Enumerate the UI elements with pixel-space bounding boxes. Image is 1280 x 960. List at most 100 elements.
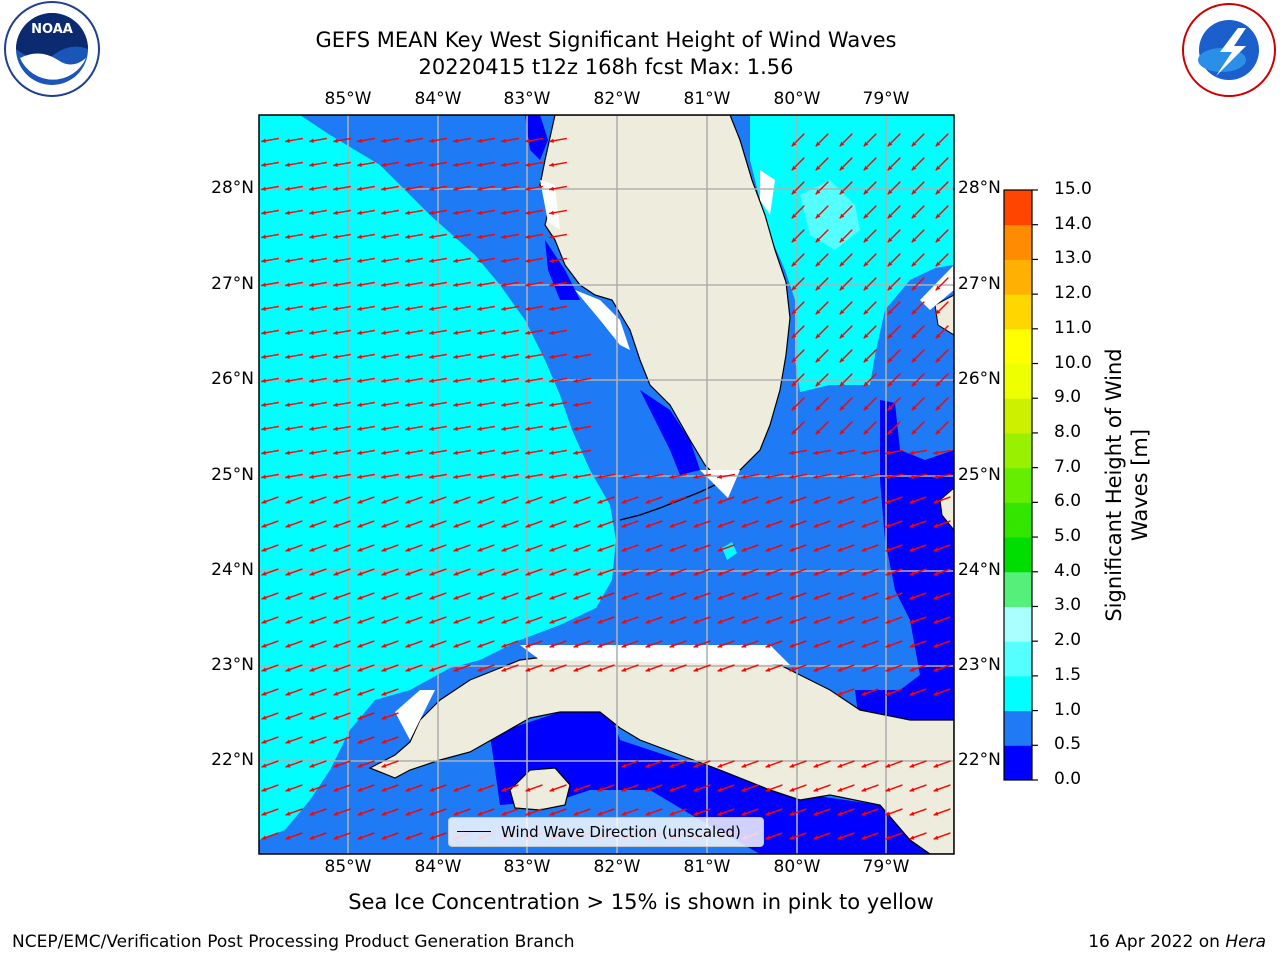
wind-wave-arrowhead <box>309 402 314 407</box>
wind-wave-arrowhead <box>357 450 362 455</box>
footer-date-text: 16 Apr 2022 on <box>1088 932 1220 952</box>
wind-wave-arrowhead <box>405 811 411 816</box>
lat-label-left-27n: 27°N <box>211 274 254 294</box>
wind-wave-arrowhead <box>309 763 315 768</box>
wind-wave-arrowhead <box>933 499 939 504</box>
wind-wave-arrowhead <box>285 715 291 720</box>
wind-wave-arrowhead <box>815 381 821 387</box>
wind-wave-arrowhead <box>501 619 507 624</box>
wind-wave-arrowhead <box>309 354 314 359</box>
wind-wave-arrowhead <box>861 835 867 840</box>
wind-wave-arrowhead <box>863 261 869 267</box>
lat-label-left-26n: 26°N <box>211 369 254 389</box>
colorbar-swatch <box>1004 710 1032 746</box>
wind-wave-arrowhead <box>935 189 941 195</box>
wind-wave-arrowhead <box>837 835 843 840</box>
wind-wave-arrowhead <box>765 571 771 576</box>
wind-wave-arrowhead <box>261 450 266 455</box>
wind-wave-arrowhead <box>285 306 290 311</box>
wind-wave-arrowhead <box>261 210 266 215</box>
wind-wave-arrowhead <box>477 499 483 504</box>
wind-wave-arrowhead <box>549 282 554 287</box>
wind-wave-arrowhead <box>621 763 627 768</box>
wind-wave-arrowhead <box>357 378 362 383</box>
wind-wave-arrowhead <box>791 213 797 219</box>
wind-wave-arrowhead <box>501 787 507 792</box>
wind-wave-arrowhead <box>935 261 941 267</box>
wind-wave-arrowhead <box>909 547 915 552</box>
wind-wave-arrowhead <box>935 213 941 219</box>
wind-wave-arrowhead <box>285 571 291 576</box>
wind-wave-arrowhead <box>911 309 917 315</box>
wind-wave-arrowhead <box>261 811 267 816</box>
wind-wave-arrowhead <box>885 547 891 552</box>
wind-wave-arrowhead <box>933 667 939 672</box>
wind-wave-arrowhead <box>573 354 578 359</box>
wind-wave-arrowhead <box>261 402 266 407</box>
wind-wave-arrowhead <box>309 426 314 431</box>
wind-wave-arrowhead <box>405 162 410 167</box>
wind-wave-arrowhead <box>839 189 845 195</box>
wind-wave-arrowhead <box>765 811 771 816</box>
wind-wave-arrowhead <box>261 763 267 768</box>
wind-wave-arrowhead <box>357 715 363 720</box>
wind-wave-arrowhead <box>911 405 917 411</box>
wind-wave-arrowhead <box>333 282 338 287</box>
wind-wave-arrowhead <box>405 354 410 359</box>
wind-wave-arrowhead <box>791 333 797 339</box>
wind-wave-arrowhead <box>549 234 554 239</box>
colorbar-swatch <box>1004 328 1032 365</box>
wind-wave-arrowhead <box>863 189 869 195</box>
colorbar-tick-label: 1.5 <box>1054 664 1082 685</box>
wind-wave-arrowhead <box>549 138 554 143</box>
wind-wave-arrowhead <box>357 499 363 504</box>
lon-label-top-82w: 82°W <box>593 89 641 109</box>
wind-wave-arrowhead <box>429 811 435 816</box>
wind-wave-arrowhead <box>405 643 411 648</box>
wind-wave-arrowhead <box>837 763 843 768</box>
wind-wave-arrowhead <box>309 378 314 383</box>
wind-wave-arrowhead <box>839 405 845 411</box>
wind-wave-arrowhead <box>525 306 530 311</box>
wind-wave-arrowhead <box>453 547 459 552</box>
wind-wave-arrowhead <box>741 763 747 768</box>
wind-wave-arrowhead <box>309 523 315 528</box>
wind-wave-arrowhead <box>597 811 603 816</box>
wind-wave-arrowhead <box>405 402 410 407</box>
wind-wave-arrowhead <box>765 667 771 672</box>
wind-wave-arrowhead <box>405 234 410 239</box>
wind-wave-arrowhead <box>717 643 723 648</box>
wind-wave-arrowhead <box>357 258 362 263</box>
wind-wave-arrowhead <box>525 787 531 792</box>
wind-wave-arrowhead <box>477 330 482 335</box>
wind-wave-arrowhead <box>333 691 339 696</box>
wind-wave-arrowhead <box>815 189 821 195</box>
wind-wave-arrowhead <box>573 523 579 528</box>
wind-wave-arrowhead <box>741 523 747 528</box>
colorbar-swatch <box>1004 467 1032 503</box>
wind-wave-arrowhead <box>909 811 915 816</box>
wind-wave-arrowhead <box>813 787 819 792</box>
wind-wave-arrowhead <box>453 378 458 383</box>
wind-wave-arrowhead <box>909 499 915 504</box>
wind-wave-arrowhead <box>621 474 626 479</box>
wind-wave-arrowhead <box>333 499 339 504</box>
wind-wave-arrowhead <box>621 571 627 576</box>
wind-wave-arrowhead <box>789 763 795 768</box>
wind-wave-arrowhead <box>549 499 555 504</box>
wind-wave-arrowhead <box>261 835 267 840</box>
wind-wave-arrowhead <box>285 811 291 816</box>
wind-wave-arrowhead <box>909 474 914 479</box>
wind-wave-arrowhead <box>789 499 795 504</box>
wave-band-1.5-2.0 <box>800 180 860 250</box>
wind-wave-arrowhead <box>935 429 941 435</box>
wind-wave-arrowhead <box>285 474 290 479</box>
wind-wave-arrowhead <box>381 811 387 816</box>
wind-wave-arrowhead <box>309 234 314 239</box>
wind-wave-arrowhead <box>717 595 723 600</box>
wind-wave-arrowhead <box>525 667 531 672</box>
wind-wave-arrowhead <box>935 165 941 171</box>
wind-wave-arrowhead <box>261 426 266 431</box>
wind-wave-arrowhead <box>935 237 941 243</box>
wind-wave-arrowhead <box>933 811 939 816</box>
